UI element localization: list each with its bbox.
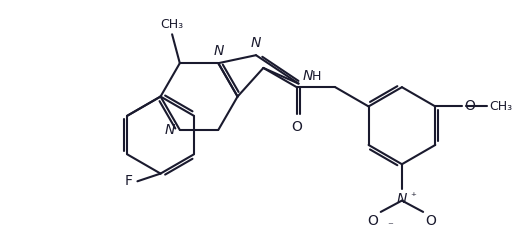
Text: N: N [302,69,313,83]
Text: O: O [291,120,302,134]
Text: CH₃: CH₃ [161,18,184,31]
Text: H: H [311,70,321,83]
Text: N: N [165,123,175,137]
Text: CH₃: CH₃ [489,100,512,113]
Text: N: N [213,44,224,58]
Text: F: F [125,174,133,188]
Text: O: O [465,100,476,113]
Text: ⁻: ⁻ [387,221,393,231]
Text: N: N [251,36,261,50]
Text: O: O [425,214,436,228]
Text: ⁺: ⁺ [410,192,416,202]
Text: N: N [397,192,407,206]
Text: O: O [368,214,379,228]
